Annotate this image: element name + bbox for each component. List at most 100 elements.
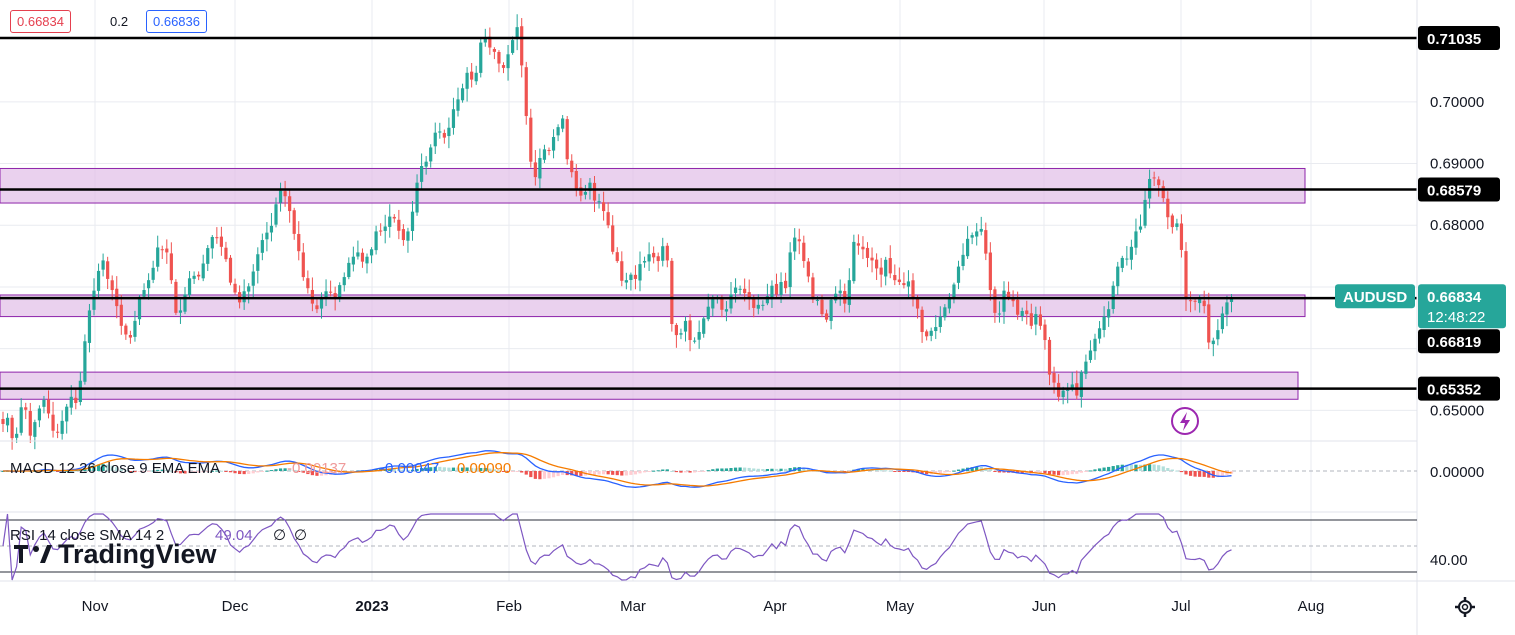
candle-body — [288, 196, 292, 212]
candle-body — [78, 380, 82, 403]
candle-body — [1211, 340, 1215, 345]
gear-icon[interactable] — [1452, 594, 1478, 620]
macd-hist-bar — [124, 470, 128, 472]
macd-hist-bar — [556, 471, 560, 477]
last-price-text: 0.66834 — [1427, 289, 1482, 306]
candle-body — [670, 260, 674, 324]
macd-hist-bar — [1052, 471, 1056, 475]
candle-body — [1175, 223, 1179, 227]
candle-body — [360, 252, 365, 262]
macd-hist-bar — [1166, 467, 1170, 471]
level-price-tag[interactable] — [1418, 329, 1500, 354]
macd-hist-bar — [406, 470, 410, 472]
level-price-tag[interactable] — [1418, 25, 1500, 50]
candle-body — [83, 341, 87, 382]
last-price-tag[interactable] — [1418, 284, 1506, 329]
candle-body — [1006, 291, 1011, 299]
price-axis[interactable]: 0.70000 0.69000 0.68000 0.65000 0.71035 0.685… — [1335, 25, 1506, 569]
candle-body — [579, 187, 583, 196]
y-tick-label: 0.68000 — [1430, 217, 1484, 234]
macd-hist-bar — [724, 468, 729, 471]
macd-hist-bar — [137, 471, 142, 472]
macd-hist-bar — [187, 471, 192, 474]
macd-hist-bar — [993, 471, 997, 472]
macd-hist-bar — [110, 465, 114, 471]
macd-hist-bar — [1134, 464, 1138, 471]
candle-body — [28, 411, 32, 436]
candle-body — [952, 284, 956, 299]
zone-rect[interactable] — [0, 167, 1306, 204]
candle-body — [165, 248, 169, 253]
macd-hist-bar — [774, 468, 779, 471]
macd-hist-bar — [87, 466, 92, 471]
level-price-tag[interactable] — [1418, 177, 1500, 202]
macd-signal-value: 0.00090 — [457, 460, 511, 477]
horizontal-levels[interactable] — [0, 36, 1417, 390]
candle-body — [187, 278, 192, 296]
macd-hist-bar — [92, 465, 96, 471]
macd-hist-bar — [1061, 471, 1065, 476]
x-tick-label: Nov — [82, 598, 109, 615]
macd-hist-bar — [1020, 471, 1024, 474]
ask-price[interactable]: 0.66836 — [146, 10, 207, 33]
lightning-icon[interactable] — [1170, 406, 1200, 436]
macd-hist-bar — [251, 471, 255, 474]
macd-value: -0.00047 — [380, 460, 439, 477]
candle-body — [1152, 177, 1156, 179]
macd-hist-bar — [661, 469, 665, 471]
macd-hist-bar — [156, 469, 160, 471]
candle-body — [820, 299, 824, 315]
macd-hist-bar — [670, 470, 674, 472]
candle-body — [347, 262, 351, 278]
candle-body — [506, 54, 510, 69]
macd-hist-bar — [424, 467, 428, 471]
macd-hist-bar — [260, 471, 264, 472]
rsi-y-tick: 40.00 — [1430, 552, 1468, 569]
macd-hist-bar — [906, 471, 911, 472]
macd-hist-bar — [606, 471, 610, 475]
macd-hist-bar — [765, 468, 769, 471]
candlestick-series — [1, 14, 1234, 450]
zone-rect[interactable] — [0, 371, 1299, 400]
level-price-tag[interactable] — [1418, 376, 1500, 401]
candle-body — [442, 132, 446, 138]
candle-body — [501, 65, 506, 68]
candle-body — [160, 249, 164, 251]
candle-body — [984, 230, 988, 254]
level-price-text: 0.66819 — [1427, 334, 1481, 351]
time-axis[interactable]: Nov Dec 2023 Feb Mar Apr May Jun Jul Aug — [82, 598, 1325, 615]
candle-body — [206, 248, 210, 264]
macd-hist-bar — [101, 463, 105, 471]
y-tick-label: 0.65000 — [1430, 402, 1484, 419]
candle-body — [829, 299, 833, 321]
macd-hist-bar — [970, 467, 974, 471]
macd-hist-bar — [1152, 464, 1156, 471]
candle-body — [247, 286, 251, 292]
candle-body — [1202, 300, 1206, 307]
macd-hist-bar — [715, 468, 719, 471]
candle-body — [934, 327, 938, 332]
macd-hist-bar — [465, 467, 469, 471]
candle-body — [606, 212, 610, 226]
macd-hist-bar — [1175, 470, 1179, 472]
candle-body — [156, 247, 160, 267]
macd-hist-bar — [533, 471, 537, 479]
macd-hist-bar — [702, 471, 706, 472]
candle-body — [561, 118, 565, 129]
macd-hist-bar — [56, 471, 60, 472]
candle-body — [652, 252, 656, 258]
candle-body — [925, 331, 929, 337]
symbol-tag[interactable] — [1335, 284, 1415, 309]
macd-hist-bar — [888, 470, 892, 472]
bid-price[interactable]: 0.66834 — [10, 10, 71, 33]
candle-body — [424, 161, 428, 167]
candle-body — [1029, 313, 1033, 326]
candle-body — [278, 190, 283, 203]
macd-hist-bar — [374, 469, 378, 471]
candle-body — [1052, 373, 1056, 383]
macd-hist-bar — [542, 471, 547, 479]
candle-body — [1207, 304, 1211, 343]
candle-body — [260, 240, 264, 253]
candle-body — [474, 72, 478, 82]
